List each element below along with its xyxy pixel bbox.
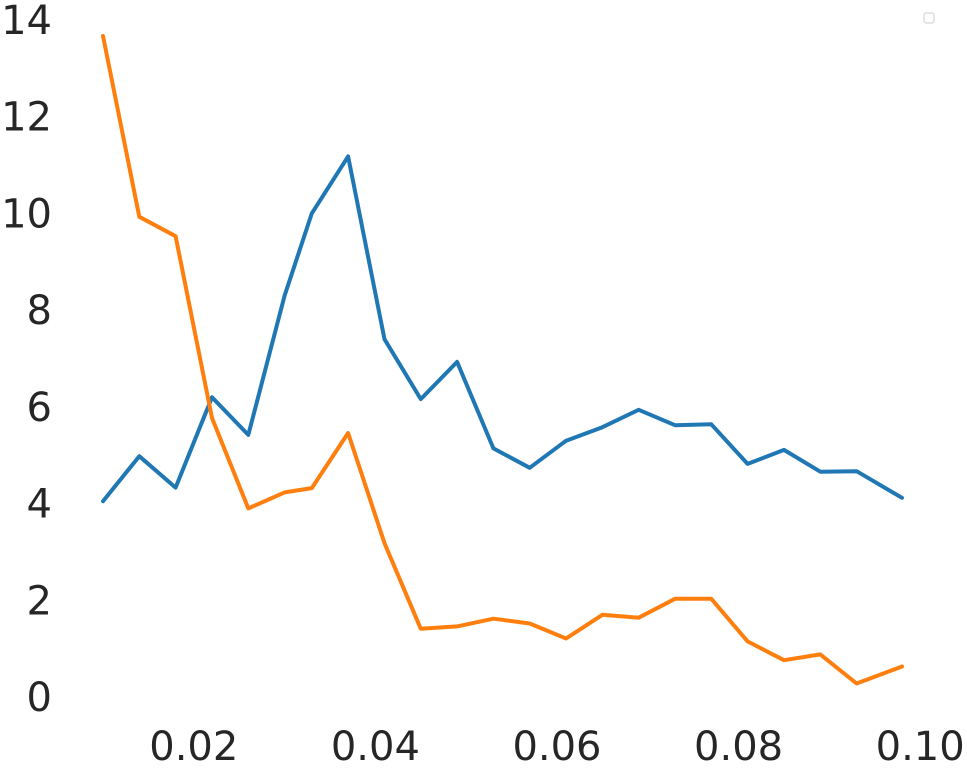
y-tick-label: 6: [27, 385, 52, 431]
y-tick-label: 4: [27, 482, 52, 528]
x-tick-label: 0.06: [512, 724, 601, 768]
y-tick-label: 2: [27, 578, 52, 624]
x-tick-label: 0.08: [694, 724, 783, 768]
y-axis-tick-labels: 0 2 4 6 8 10 12 14: [1, 0, 52, 721]
series-line-1: [101, 154, 904, 504]
x-tick-label: 0.04: [331, 724, 420, 768]
y-tick-label: 8: [27, 288, 52, 334]
y-tick-label: 10: [1, 191, 52, 237]
x-axis-tick-labels: 0.02 0.04 0.06 0.08 0.10: [149, 724, 964, 768]
y-tick-label: 14: [1, 0, 52, 44]
x-tick-label: 0.10: [876, 724, 965, 768]
y-tick-label: 0: [27, 675, 52, 721]
legend-box: [923, 12, 935, 24]
series-lines: [101, 34, 904, 686]
x-tick-label: 0.02: [149, 724, 238, 768]
series-line-2: [101, 34, 904, 686]
y-tick-label: 12: [1, 95, 52, 141]
